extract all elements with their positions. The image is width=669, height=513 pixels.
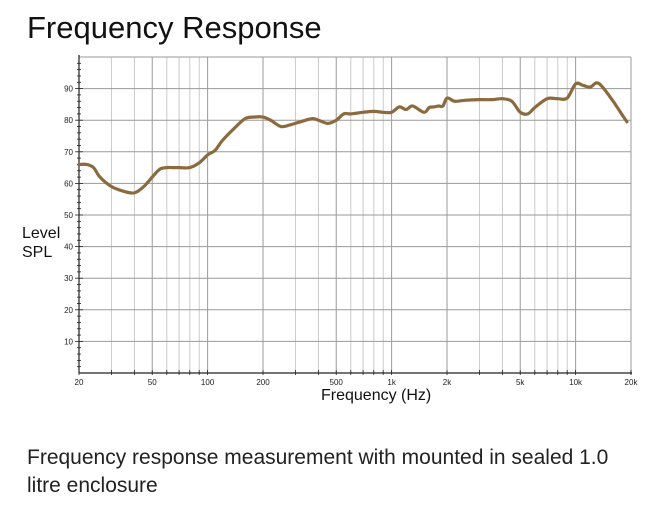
y-axis-label-line-2: SPL (22, 244, 53, 261)
y-tick-label: 60 (64, 179, 73, 188)
chart-title: Frequency Response (27, 10, 322, 45)
series-group (77, 81, 629, 195)
y-tick-label: 50 (64, 211, 73, 220)
x-tick-label: 200 (256, 378, 270, 387)
x-tick-label: 5k (516, 378, 525, 387)
tick-labels: 10 20 30 40 50 60 70 80 90 20 50 100 200 500 1k 2k 5k 10k… (64, 85, 638, 387)
x-tick-label: 100 (201, 378, 215, 387)
x-tick-label: 20k (625, 378, 639, 387)
series-line-frequency-response (77, 81, 629, 195)
grid-major (79, 56, 632, 373)
y-tick-label: 40 (64, 243, 73, 252)
figure-caption: Frequency response measurement with moun… (27, 446, 609, 497)
y-tick-label: 90 (64, 85, 73, 94)
x-tick-label: 20 (75, 378, 84, 387)
x-tick-label: 500 (330, 378, 344, 387)
x-tick-label: 2k (443, 378, 452, 387)
y-axis-label-line-1: Level (22, 225, 61, 242)
y-tick-label: 70 (64, 148, 73, 157)
y-tick-label: 80 (64, 116, 73, 125)
y-axis-label: Level SPL (22, 224, 60, 262)
x-axis-label: Frequency (Hz) (321, 387, 432, 404)
y-tick-label: 10 (64, 337, 73, 346)
x-tick-label: 1k (387, 378, 396, 387)
x-tick-label: 50 (148, 378, 157, 387)
y-tick-label: 20 (64, 306, 73, 315)
y-tick-label: 30 (64, 274, 73, 283)
x-tick-label: 10k (569, 378, 583, 387)
